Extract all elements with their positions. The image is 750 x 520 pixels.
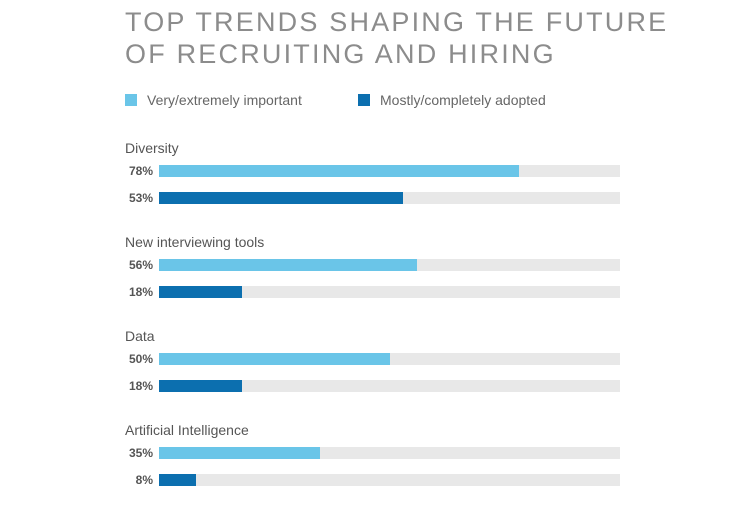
- category-label-new-interviewing-tools: New interviewing tools: [125, 234, 265, 250]
- bar-data-important: [159, 353, 390, 365]
- bar-new-interviewing-tools-important: [159, 259, 418, 271]
- category-label-diversity: Diversity: [125, 140, 179, 156]
- category-label-data: Data: [125, 328, 155, 344]
- legend-swatch-important: [125, 94, 137, 106]
- bar-track-artificial-intelligence-important: [159, 447, 620, 459]
- chart-title: TOP TRENDS SHAPING THE FUTURE OF RECRUIT…: [125, 6, 668, 70]
- bar-track-new-interviewing-tools-important: [159, 259, 620, 271]
- category-label-artificial-intelligence: Artificial Intelligence: [125, 422, 249, 438]
- bar-track-artificial-intelligence-adopted: [159, 474, 620, 486]
- legend-label-important: Very/extremely important: [147, 92, 302, 108]
- value-label-artificial-intelligence-adopted: 8%: [135, 473, 153, 487]
- bar-track-data-adopted: [159, 380, 620, 392]
- value-label-artificial-intelligence-important: 35%: [128, 446, 153, 460]
- bar-data-adopted: [159, 380, 242, 392]
- bar-diversity-adopted: [159, 192, 404, 204]
- bar-artificial-intelligence-adopted: [159, 474, 196, 486]
- bar-track-diversity-adopted: [159, 192, 620, 204]
- legend-label-adopted: Mostly/completely adopted: [380, 92, 546, 108]
- bar-artificial-intelligence-important: [159, 447, 321, 459]
- bar-track-diversity-important: [159, 165, 620, 177]
- value-label-data-adopted: 18%: [128, 379, 153, 393]
- bar-track-new-interviewing-tools-adopted: [159, 286, 620, 298]
- bar-track-data-important: [159, 353, 620, 365]
- value-label-diversity-important: 78%: [128, 164, 153, 178]
- value-label-diversity-adopted: 53%: [128, 191, 153, 205]
- value-label-new-interviewing-tools-important: 56%: [128, 258, 153, 272]
- chart-title-line-1: TOP TRENDS SHAPING THE FUTURE: [125, 7, 669, 37]
- bar-new-interviewing-tools-adopted: [159, 286, 242, 298]
- value-label-new-interviewing-tools-adopted: 18%: [128, 285, 153, 299]
- chart-title-line-2: OF RECRUITING AND HIRING: [125, 39, 556, 69]
- bar-diversity-important: [159, 165, 519, 177]
- legend-swatch-adopted: [358, 94, 370, 106]
- value-label-data-important: 50%: [128, 352, 153, 366]
